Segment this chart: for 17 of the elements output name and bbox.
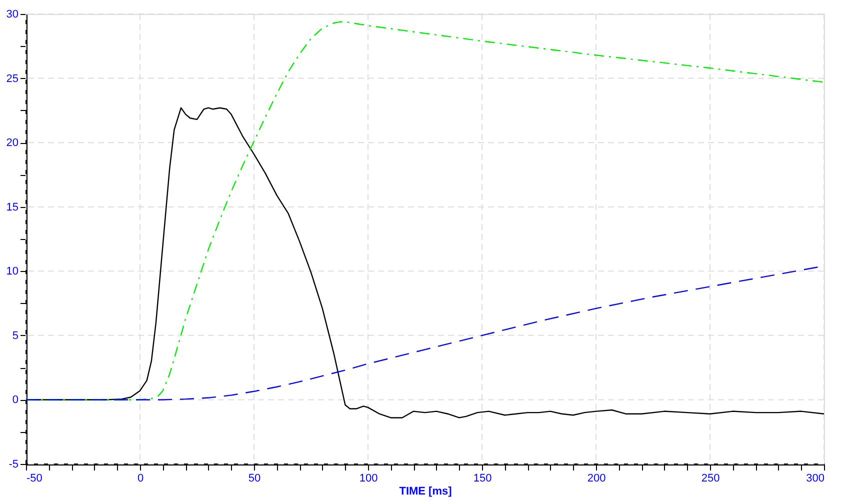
y-tick-label: -5 xyxy=(8,458,18,470)
y-tick-label: 30 xyxy=(6,8,18,20)
x-tick-label: 100 xyxy=(359,472,378,484)
x-tick-label: 250 xyxy=(701,472,720,484)
y-tick-label: 10 xyxy=(6,266,18,278)
x-axis-title: TIME [ms] xyxy=(399,486,452,498)
y-tick-label: 15 xyxy=(6,201,18,214)
y-tick-label: 20 xyxy=(6,137,18,150)
y-tick-label: 5 xyxy=(12,330,18,342)
x-tick-label: -50 xyxy=(26,472,42,484)
y-tick-label: 25 xyxy=(6,72,18,85)
x-tick-label: 50 xyxy=(248,472,261,484)
x-tick-label: 0 xyxy=(137,472,144,484)
y-tick-label: 0 xyxy=(12,394,18,406)
x-tick-label: 150 xyxy=(473,472,492,484)
x-tick-label: 200 xyxy=(587,472,606,484)
x-tick-label: 300 xyxy=(806,472,824,484)
